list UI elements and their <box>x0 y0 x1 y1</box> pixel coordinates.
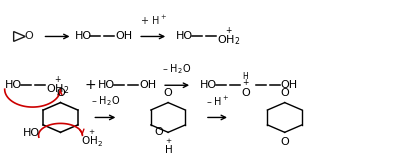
Text: O: O <box>154 127 163 137</box>
Text: O: O <box>280 137 289 147</box>
Text: $\overset{+}{\mathrm{OH_2}}$: $\overset{+}{\mathrm{OH_2}}$ <box>81 128 103 149</box>
Text: HO: HO <box>5 80 22 90</box>
Text: – H$_2$O: – H$_2$O <box>162 62 192 76</box>
Text: $\overset{\mathrm{H}}{\overset{+}{\mathrm{O}}}$: $\overset{\mathrm{H}}{\overset{+}{\mathr… <box>241 71 251 100</box>
Text: HO: HO <box>176 31 193 41</box>
Text: OH: OH <box>281 80 298 90</box>
Text: O: O <box>24 31 33 41</box>
Text: O: O <box>280 88 289 98</box>
Text: OH: OH <box>115 31 132 41</box>
Text: $\overset{+}{\mathrm{OH_2}}$: $\overset{+}{\mathrm{OH_2}}$ <box>217 25 240 48</box>
Text: HO: HO <box>98 80 116 90</box>
Text: O: O <box>164 88 172 98</box>
Text: OH: OH <box>139 80 156 90</box>
Text: – H$^+$: – H$^+$ <box>206 94 230 108</box>
Text: +: + <box>84 78 96 92</box>
Text: HO: HO <box>74 31 92 41</box>
Text: – H$_2$O: – H$_2$O <box>91 94 120 108</box>
Text: $\overset{+}{\mathrm{H}}$: $\overset{+}{\mathrm{H}}$ <box>164 137 172 156</box>
Text: O: O <box>56 88 65 98</box>
Text: HO: HO <box>200 80 217 90</box>
Text: $\overset{+}{\mathrm{OH_2}}$: $\overset{+}{\mathrm{OH_2}}$ <box>46 74 69 97</box>
Text: + H$^+$: + H$^+$ <box>140 13 167 27</box>
Text: HO: HO <box>23 128 40 138</box>
